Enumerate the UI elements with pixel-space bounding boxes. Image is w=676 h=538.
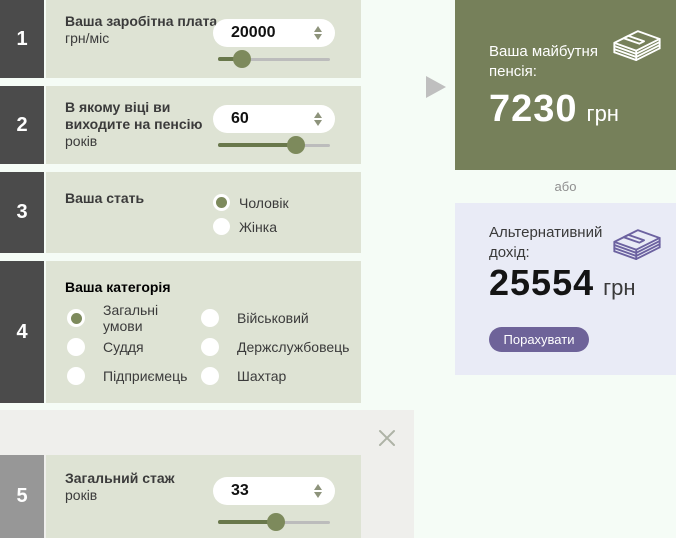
radio-judge-icon[interactable] — [67, 338, 85, 356]
or-divider: або — [554, 179, 577, 194]
alternative-income-label: Альтернативний дохід: — [489, 224, 603, 261]
sex-radio-group: Чоловік Жінка — [213, 194, 289, 242]
pension-result-card: Ваша майбутня пенсія: 7230 грн — [455, 0, 676, 170]
pension-result-value-row: 7230 грн — [489, 90, 619, 128]
slider-thumb[interactable] — [232, 50, 251, 68]
section-salary-body: Ваша заробітна плата грн/міс 20000 — [46, 0, 361, 78]
slider-fill — [218, 143, 297, 147]
age-unit-label: років — [65, 133, 98, 149]
spinner-arrows-icon[interactable] — [314, 25, 323, 41]
alternative-income-value-row: 25554 грн — [489, 265, 636, 301]
experience-slider[interactable] — [218, 513, 330, 531]
radio-judge-label: Суддя — [103, 339, 144, 355]
sex-label: Ваша стать — [65, 190, 145, 206]
experience-unit-label: років — [65, 487, 98, 503]
age-label: В якому віці ви виходите на пенсію — [65, 99, 203, 132]
alternative-income-unit: грн — [603, 275, 636, 300]
alternative-income-card: Альтернативний дохід: 25554 грн Порахува… — [455, 203, 676, 375]
radio-general-icon[interactable] — [67, 309, 85, 327]
pension-result-label: Ваша майбутня пенсія: — [489, 43, 598, 80]
spinner-arrows-icon[interactable] — [314, 111, 323, 127]
section-number-badge: 2 — [0, 86, 44, 164]
experience-value: 33 — [231, 482, 249, 499]
section-number-badge: 3 — [0, 172, 44, 253]
close-icon[interactable] — [377, 428, 397, 448]
section-sex-body: Ваша стать Чоловік Жінка — [46, 172, 361, 253]
section-sex: 3 Ваша стать Чоловік Жінка — [0, 172, 361, 253]
radio-military-label: Військовий — [237, 310, 309, 326]
section-retirement-age: 2 В якому віці ви виходите на пенсію рок… — [0, 86, 361, 164]
experience-input[interactable]: 33 — [213, 477, 335, 505]
radio-miner-icon[interactable] — [201, 367, 219, 385]
arrow-right-icon — [426, 76, 446, 98]
alternative-income-value: 25554 — [489, 262, 595, 303]
section-experience-body: Загальний стаж років 33 — [46, 455, 361, 538]
radio-miner-label: Шахтар — [237, 368, 287, 384]
section-category: 4 Ваша категорія Загальні умови Військов… — [0, 261, 361, 403]
radio-option-entrepreneur[interactable]: Підприємець — [67, 367, 201, 385]
age-slider[interactable] — [218, 136, 330, 154]
slider-thumb[interactable] — [287, 136, 306, 154]
money-stack-icon — [612, 26, 662, 66]
slider-fill — [218, 57, 242, 61]
radio-male-icon[interactable] — [213, 194, 230, 211]
age-input[interactable]: 60 — [213, 105, 335, 133]
salary-input[interactable]: 20000 — [213, 19, 335, 47]
radio-option-female[interactable]: Жінка — [213, 218, 289, 235]
radio-entrepreneur-icon[interactable] — [67, 367, 85, 385]
section-number-badge: 1 — [0, 0, 44, 78]
money-stack-icon — [612, 225, 662, 265]
radio-military-icon[interactable] — [201, 309, 219, 327]
radio-female-label: Жінка — [239, 218, 277, 235]
salary-value: 20000 — [231, 24, 276, 41]
radio-option-judge[interactable]: Суддя — [67, 338, 201, 356]
radio-civil-servant-label: Держслужбовець — [237, 339, 350, 355]
spinner-arrows-icon[interactable] — [314, 483, 323, 499]
slider-thumb[interactable] — [267, 513, 286, 531]
radio-option-male[interactable]: Чоловік — [213, 194, 289, 211]
radio-option-miner[interactable]: Шахтар — [201, 367, 361, 385]
salary-label: Ваша заробітна плата — [65, 13, 218, 29]
section-age-body: В якому віці ви виходите на пенсію років… — [46, 86, 361, 164]
radio-option-military[interactable]: Військовий — [201, 309, 361, 327]
radio-civil-servant-icon[interactable] — [201, 338, 219, 356]
salary-slider[interactable] — [218, 50, 330, 68]
section-experience: 5 Загальний стаж років 33 — [0, 455, 361, 538]
age-value: 60 — [231, 110, 249, 127]
section-number-badge: 4 — [0, 261, 44, 403]
salary-unit-label: грн/міс — [65, 30, 110, 46]
slider-fill — [218, 520, 277, 524]
section-salary: 1 Ваша заробітна плата грн/міс 20000 — [0, 0, 361, 78]
radio-female-icon[interactable] — [213, 218, 230, 235]
radio-entrepreneur-label: Підприємець — [103, 368, 188, 384]
radio-option-civil-servant[interactable]: Держслужбовець — [201, 338, 361, 356]
category-radio-group: Загальні умови Військовий Суддя Держслуж… — [67, 302, 361, 385]
pension-result-unit: грн — [586, 101, 619, 126]
radio-option-general[interactable]: Загальні умови — [67, 302, 201, 334]
category-label: Ваша категорія — [65, 279, 171, 295]
section-category-body: Ваша категорія Загальні умови Військовий… — [46, 261, 361, 403]
pension-result-value: 7230 — [489, 88, 578, 130]
slider-track[interactable] — [218, 58, 330, 61]
calculate-button[interactable]: Порахувати — [489, 327, 589, 352]
experience-label: Загальний стаж — [65, 470, 175, 486]
radio-general-label: Загальні умови — [103, 302, 159, 334]
radio-male-label: Чоловік — [239, 194, 289, 211]
section-number-badge: 5 — [0, 455, 44, 538]
